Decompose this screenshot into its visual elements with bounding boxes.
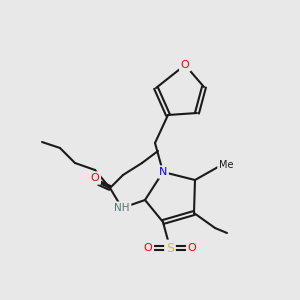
Text: N: N [159,167,167,177]
Text: NH: NH [114,203,130,213]
Text: S: S [166,242,174,254]
Text: O: O [144,243,152,253]
Text: Me: Me [219,160,233,170]
Text: O: O [181,60,189,70]
Text: O: O [188,243,196,253]
Text: O: O [91,173,99,183]
